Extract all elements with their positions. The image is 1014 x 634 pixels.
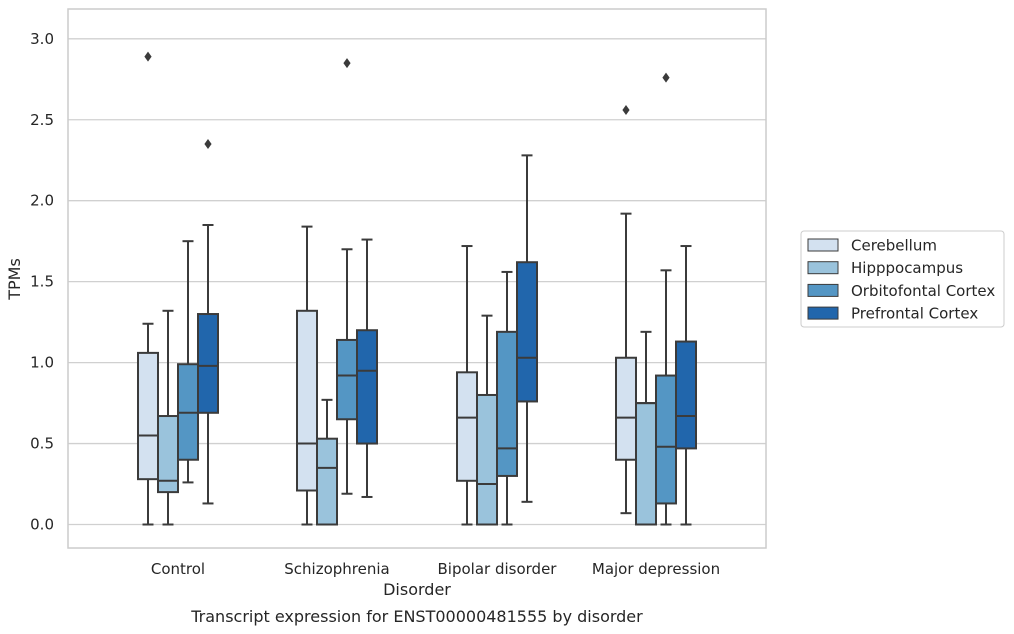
plot-area [67, 8, 767, 549]
outlier-point [662, 72, 670, 83]
box [316, 437, 338, 526]
legend-swatch [807, 283, 839, 297]
y-tick-label: 1.5 [30, 273, 54, 291]
legend-frame [800, 230, 1005, 328]
chart-title: Transcript expression for ENST0000048155… [190, 607, 643, 626]
legend-label: Prefrontal Cortex [851, 305, 978, 323]
box-cerebellum [296, 225, 318, 526]
y-tick-label: 2.0 [30, 192, 54, 210]
box-prefrontal-cortex [516, 154, 538, 503]
box-prefrontal-cortex [197, 139, 219, 505]
box [635, 402, 657, 526]
x-tick-label: Major depression [592, 560, 720, 578]
y-tick-label: 3.0 [30, 30, 54, 48]
box [496, 330, 518, 477]
outlier-point [343, 58, 351, 69]
x-tick-label: Schizophrenia [284, 560, 389, 578]
box-hipppocampus [476, 314, 498, 526]
box-cerebellum [137, 51, 159, 526]
legend-swatch [807, 261, 839, 275]
box [655, 374, 677, 505]
x-tick-labels: Control Schizophrenia Bipolar disorder Majo… [151, 560, 720, 578]
box-cerebellum [456, 245, 478, 526]
legend: Cerebellum Hipppocampus Orbitofontal Corte… [800, 230, 1005, 328]
box-hipppocampus [635, 330, 657, 526]
outlier-point [204, 139, 212, 150]
y-axis-label: TPMs [5, 258, 24, 301]
y-tick-label: 0.5 [30, 435, 54, 453]
y-tick-label: 2.5 [30, 111, 54, 129]
box-orbitofontal-cortex [655, 72, 677, 526]
x-tick-label: Bipolar disorder [438, 560, 558, 578]
legend-label: Orbitofontal Cortex [851, 282, 995, 300]
box-hipppocampus [316, 398, 338, 526]
legend-label: Hipppocampus [851, 259, 963, 277]
box [336, 338, 358, 421]
box-cerebellum [615, 105, 637, 515]
x-tick-label: Control [151, 560, 205, 578]
box [675, 340, 697, 450]
outlier-point [622, 105, 630, 116]
box-prefrontal-cortex [356, 238, 378, 498]
legend-label: Cerebellum [851, 237, 937, 255]
box-marks [137, 51, 697, 526]
box [476, 393, 498, 526]
y-tick-label: 0.0 [30, 516, 54, 534]
box-orbitofontal-cortex [336, 58, 358, 495]
box [456, 371, 478, 482]
x-axis-label: Disorder [383, 580, 451, 599]
box [615, 356, 637, 461]
box-orbitofontal-cortex [177, 240, 199, 484]
box-orbitofontal-cortex [496, 270, 518, 526]
box [137, 351, 159, 481]
legend-swatch [807, 306, 839, 320]
legend-swatch [807, 238, 839, 252]
box [516, 261, 538, 403]
box [197, 313, 219, 414]
y-tick-labels: 0.0 0.5 1.0 1.5 2.0 2.5 3.0 [30, 30, 54, 534]
box [296, 309, 318, 492]
box-hipppocampus [157, 309, 179, 526]
box-prefrontal-cortex [675, 245, 697, 526]
box [356, 329, 378, 445]
y-tick-label: 1.0 [30, 354, 54, 372]
outlier-point [144, 51, 152, 62]
